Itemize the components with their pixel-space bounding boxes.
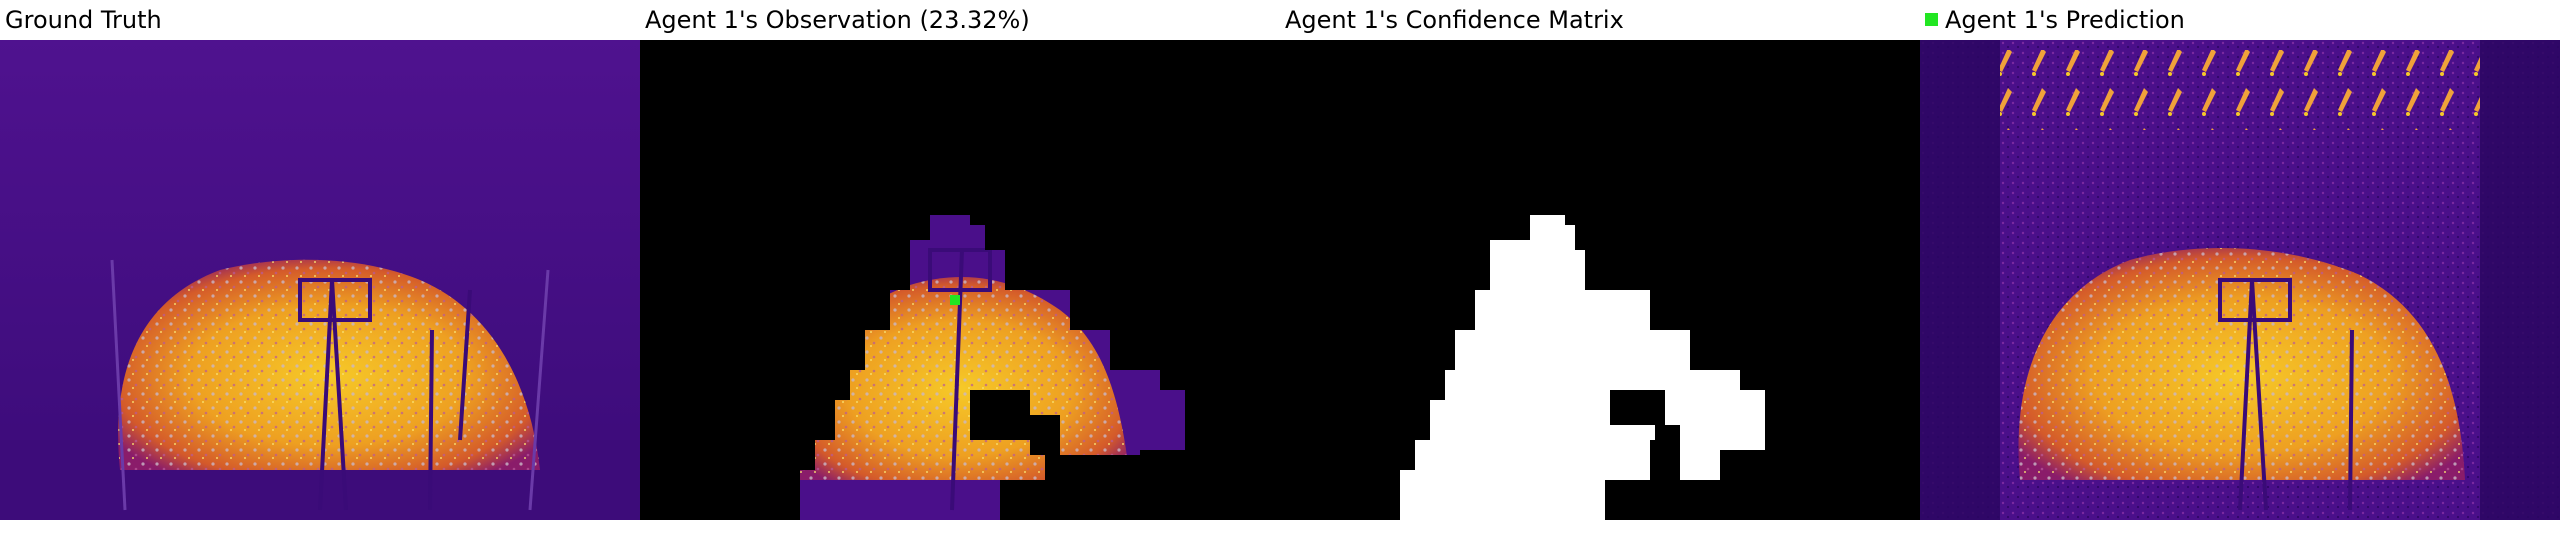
burner-structure <box>298 278 472 511</box>
top-flame-pattern <box>2000 50 2480 130</box>
confidence-matrix-image <box>1280 40 1920 520</box>
confidence-matrix-svg <box>1280 40 1920 520</box>
left-border-band <box>1920 40 2000 520</box>
observation-image <box>640 40 1280 520</box>
predicted-fire-texture <box>2018 248 2465 480</box>
prediction-legend-swatch <box>1925 13 1938 26</box>
support-poles <box>110 259 550 511</box>
panel-title-confidence-matrix: Agent 1's Confidence Matrix <box>1285 6 1624 34</box>
mask-holes <box>970 390 1155 520</box>
observation-svg <box>640 40 1280 520</box>
panel-title-prediction: Agent 1's Prediction <box>1945 6 2185 34</box>
panel-title-ground-truth: Ground Truth <box>5 6 162 34</box>
ground-truth-svg <box>0 40 640 520</box>
panel-title-observation: Agent 1's Observation (23.32%) <box>645 6 1030 34</box>
agent-marker <box>950 295 960 305</box>
right-border-band <box>2480 40 2560 520</box>
burner-structure <box>2218 278 2354 511</box>
prediction-svg <box>1920 40 2560 520</box>
low-confidence-holes <box>1610 390 1680 465</box>
ground-truth-image <box>0 40 640 520</box>
prediction-image <box>1920 40 2560 520</box>
